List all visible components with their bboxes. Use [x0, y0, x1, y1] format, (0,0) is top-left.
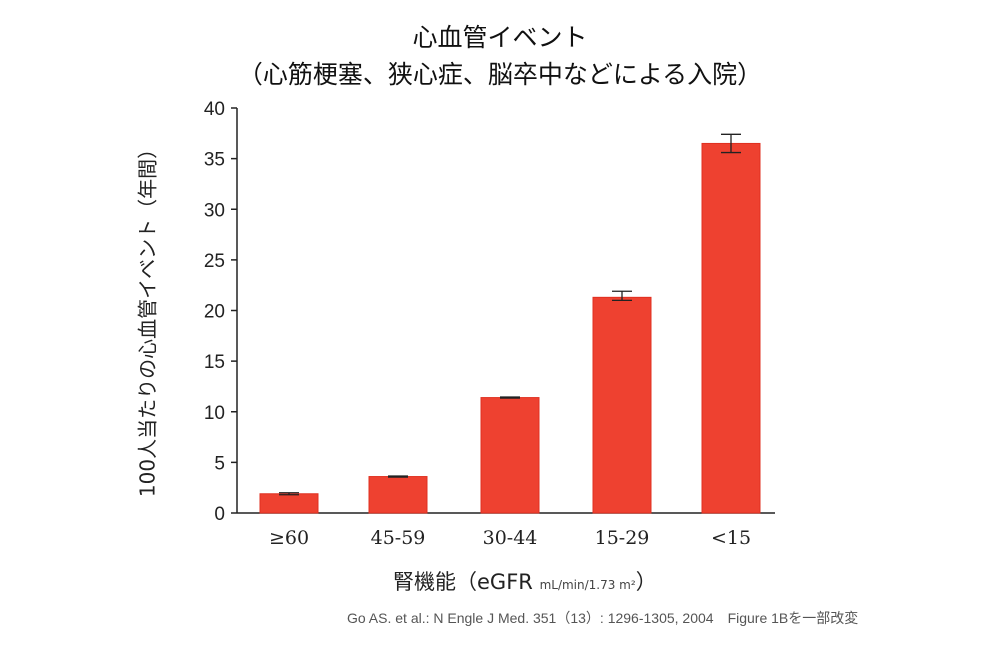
x-axis-label-main: 腎機能（eGFR [393, 570, 533, 594]
y-tick-label: 25 [204, 251, 225, 272]
bar-2 [480, 397, 540, 514]
y-tick-label: 0 [214, 504, 225, 525]
y-tick-label: 40 [204, 99, 225, 120]
y-tick-label: 5 [214, 453, 225, 474]
y-tick-label: 20 [204, 302, 225, 323]
bar-1 [368, 476, 428, 514]
x-tick-label: 45-59 [371, 527, 426, 549]
chart-title: 心血管イベント [412, 23, 588, 52]
y-tick-label: 30 [204, 200, 225, 221]
x-axis-unit: mL/min/1.73 m² [539, 578, 636, 592]
bar-3 [592, 296, 652, 514]
y-tick-label: 10 [204, 403, 225, 424]
source-citation: Go AS. et al.: N Engle J Med. 351（13）: 1… [347, 610, 859, 626]
bar-4 [701, 142, 761, 514]
chart-subtitle: （心筋梗塞、狭心症、脳卒中などによる入院） [237, 60, 763, 89]
y-tick-label: 35 [204, 150, 225, 171]
y-tick-label: 15 [204, 352, 225, 373]
x-tick-label: 30-44 [483, 527, 538, 549]
bar-0 [259, 493, 319, 514]
x-tick-label: 15-29 [595, 527, 650, 549]
x-axis-label-close: ） [635, 570, 657, 594]
x-tick-label: <15 [711, 527, 751, 549]
x-tick-label: ≥60 [269, 527, 309, 549]
x-axis-label: 腎機能（eGFR mL/min/1.73 m²） [393, 566, 657, 596]
